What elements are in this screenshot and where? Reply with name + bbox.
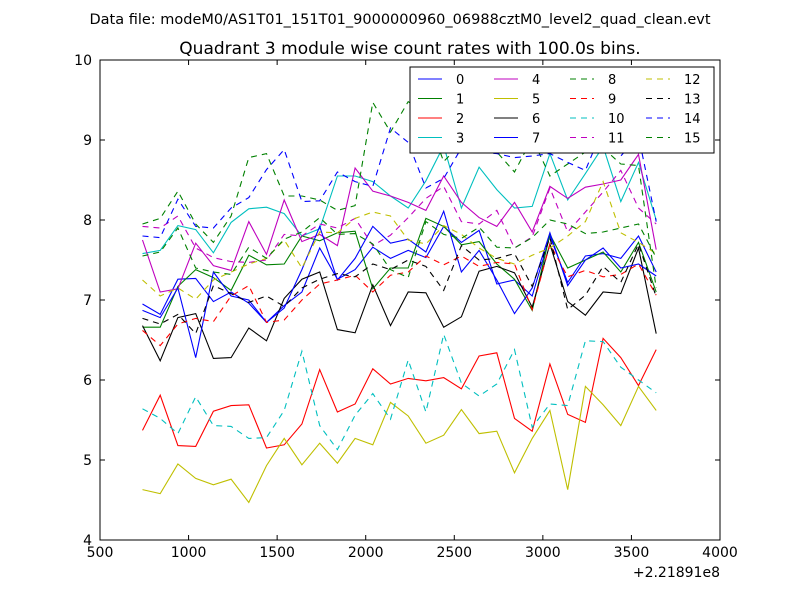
legend-label-11: 11	[608, 132, 625, 147]
x-tick-label: 3500	[614, 545, 650, 561]
legend-label-2: 2	[456, 112, 464, 127]
x-axis-offset-label: +2.21891e8	[633, 565, 720, 581]
plot-area	[141, 100, 657, 504]
legend-label-8: 8	[608, 73, 616, 88]
y-tick-label: 8	[83, 213, 92, 229]
series-line-4	[141, 153, 657, 293]
series-line-13	[142, 235, 657, 335]
legend-label-0: 0	[456, 73, 464, 88]
x-tick-label: 2500	[436, 545, 472, 561]
legend-label-12: 12	[684, 73, 701, 88]
series-line-15	[142, 216, 657, 279]
legend-box	[409, 66, 715, 154]
legend-label-6: 6	[532, 112, 540, 127]
legend-label-14: 14	[684, 112, 701, 127]
chart-title: Quadrant 3 module wise count rates with …	[179, 39, 640, 59]
legend-label-5: 5	[532, 93, 540, 108]
legend-label-9: 9	[608, 93, 616, 108]
series-line-1	[142, 217, 657, 328]
legend-label-4: 4	[532, 73, 540, 88]
x-tick-label: 2000	[348, 545, 384, 561]
x-axis: 500 1000 1500 2000 2500 3000 3500 4000	[87, 60, 738, 561]
legend-label-13: 13	[684, 93, 701, 108]
series-line-5	[142, 385, 657, 504]
series-line-3	[142, 144, 657, 255]
y-tick-label: 6	[83, 373, 92, 389]
y-tick-label: 7	[83, 293, 92, 309]
x-tick-label: 1500	[259, 545, 295, 561]
y-tick-label: 4	[83, 533, 92, 549]
series-line-12	[142, 180, 657, 300]
series-line-10	[142, 332, 657, 451]
x-tick-label: 500	[87, 545, 114, 561]
figure-suptitle: Data file: modeM0/AS1T01_151T01_90000009…	[89, 12, 710, 28]
series-line-6	[142, 242, 657, 363]
series-line-14	[142, 126, 657, 239]
x-tick-label: 3000	[525, 545, 561, 561]
series-line-0	[142, 225, 657, 324]
legend-label-10: 10	[608, 112, 625, 127]
y-tick-label: 10	[74, 53, 92, 69]
y-tick-label: 5	[83, 453, 92, 469]
legend-label-1: 1	[456, 93, 464, 108]
x-tick-label: 4000	[702, 545, 738, 561]
legend-label-3: 3	[456, 132, 464, 147]
y-tick-label: 9	[83, 133, 92, 149]
series-line-2	[142, 337, 657, 449]
legend-label-15: 15	[684, 132, 701, 147]
x-tick-label: 1000	[171, 545, 207, 561]
series-line-11	[142, 169, 657, 263]
legend-label-7: 7	[532, 132, 540, 147]
